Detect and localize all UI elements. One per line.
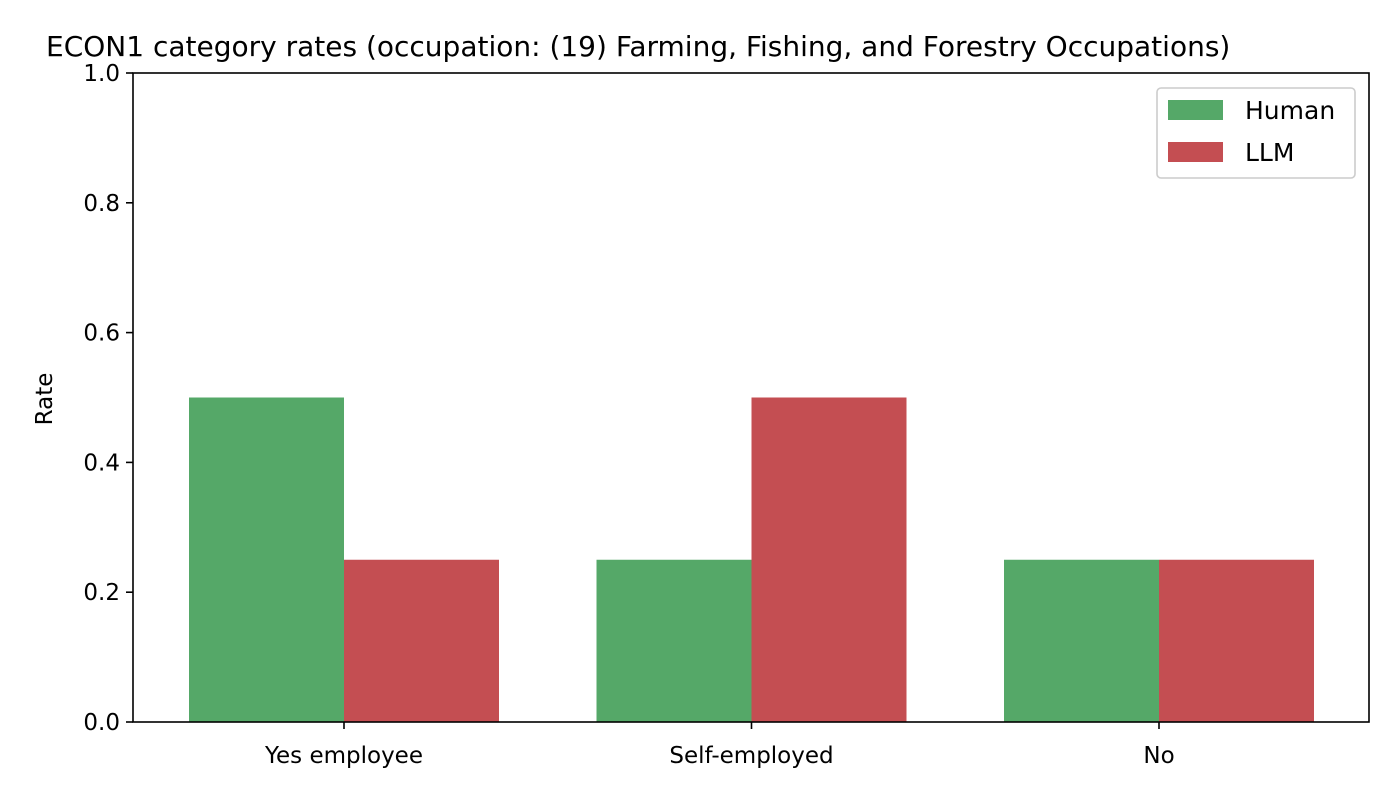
legend-label-human: Human xyxy=(1245,96,1335,125)
x-tick-label: Self-employed xyxy=(669,743,833,769)
y-tick-label: 0.4 xyxy=(83,450,120,476)
y-axis: 0.0 0.2 0.4 0.6 0.8 1.0 xyxy=(83,61,133,736)
y-tick-label: 0.0 xyxy=(83,710,120,736)
bar-human-1 xyxy=(189,397,344,722)
legend-swatch-human xyxy=(1168,100,1223,120)
bar-llm-3 xyxy=(1159,559,1314,722)
legend: Human LLM xyxy=(1156,87,1356,179)
x-axis: Yes employee Self-employed No xyxy=(264,722,1175,769)
bar-llm-2 xyxy=(751,397,907,722)
y-tick-label: 0.6 xyxy=(83,321,120,347)
bar-human-3 xyxy=(1004,559,1159,722)
y-tick-label: 0.8 xyxy=(83,191,120,217)
y-axis-label: Rate xyxy=(32,373,58,426)
bar-human-2 xyxy=(596,559,752,722)
x-tick-label: Yes employee xyxy=(264,743,423,769)
y-tick-label: 1.0 xyxy=(83,61,120,87)
bar-llm-1 xyxy=(344,559,499,722)
x-tick-label: No xyxy=(1143,743,1174,769)
legend-swatch-llm xyxy=(1168,142,1223,162)
legend-label-llm: LLM xyxy=(1245,138,1294,167)
chart-title: ECON1 category rates (occupation: (19) F… xyxy=(46,30,1230,63)
y-tick-label: 0.2 xyxy=(83,580,120,606)
bars-layer xyxy=(189,397,1314,722)
